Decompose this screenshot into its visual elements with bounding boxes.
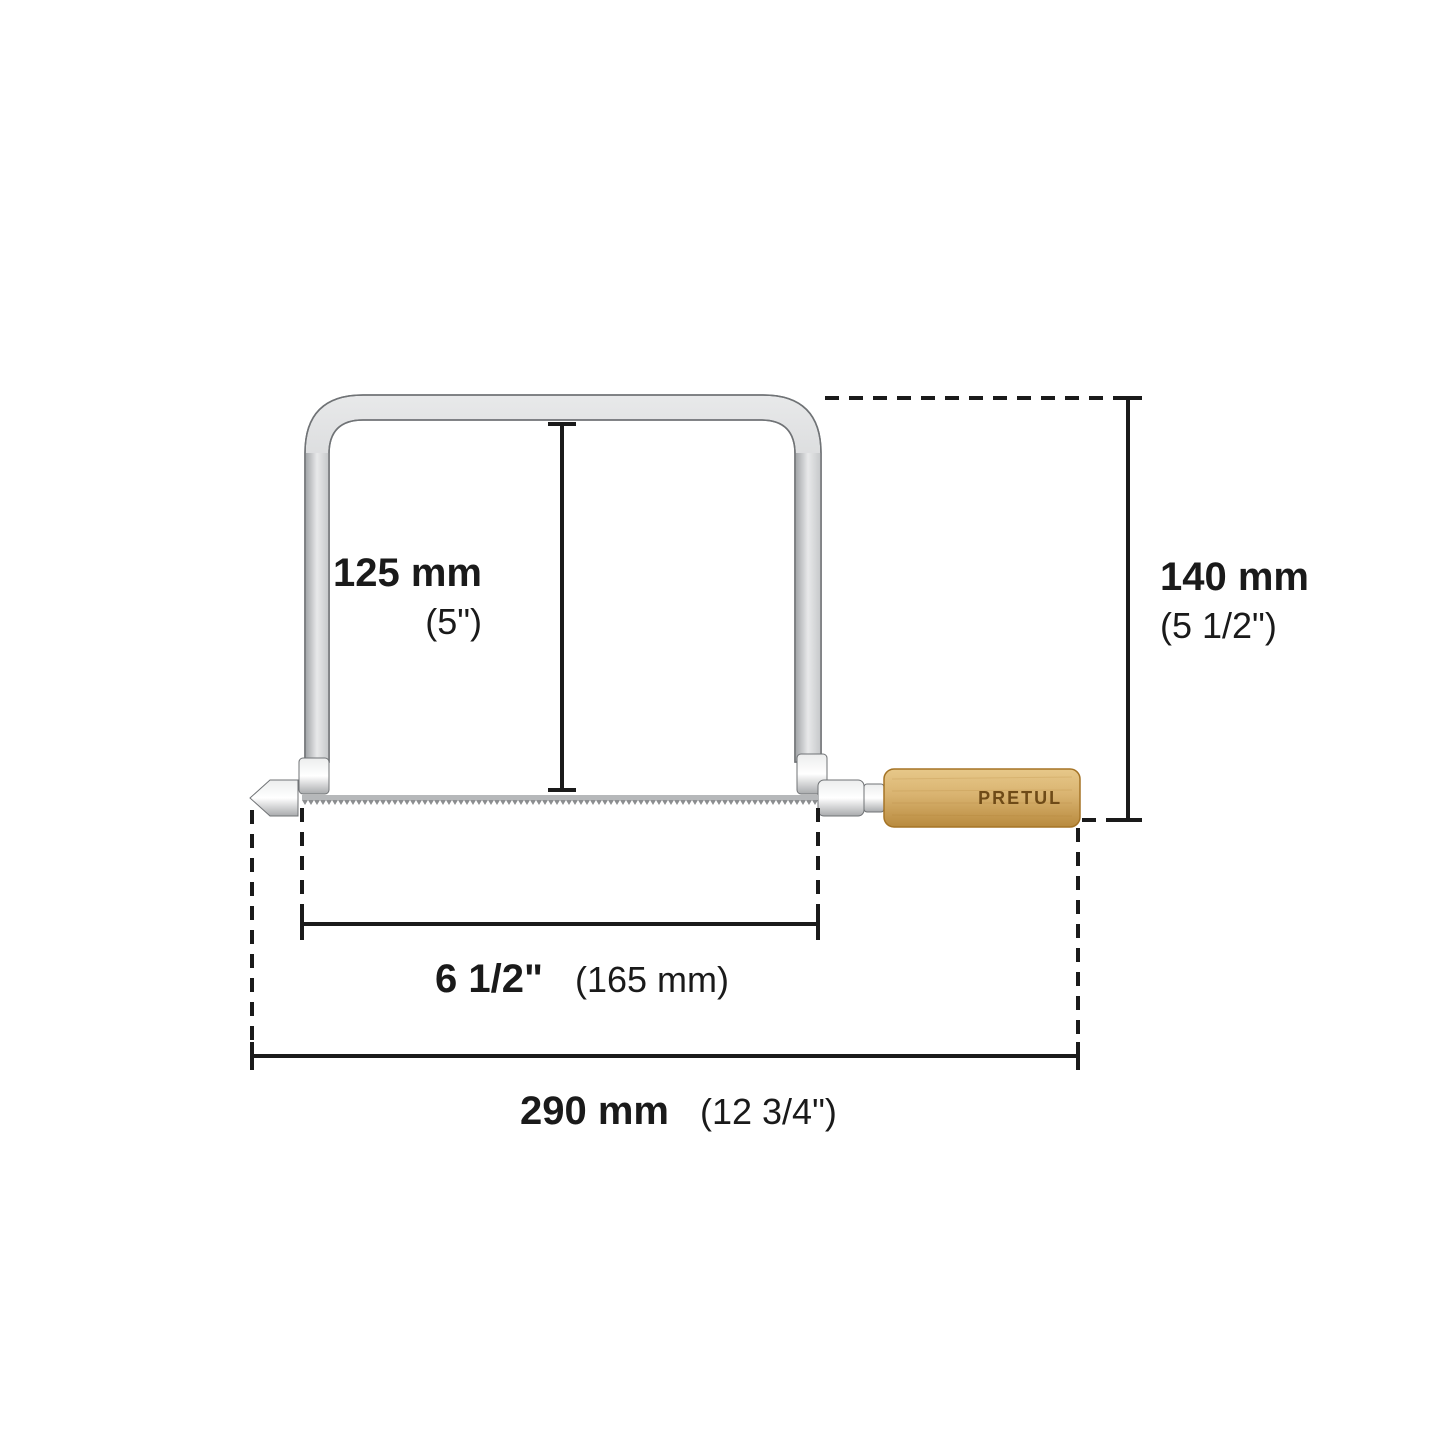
blade-teeth (302, 800, 818, 805)
frame-right (795, 453, 821, 762)
saw-blade (302, 795, 818, 800)
left-tab (299, 758, 329, 794)
blade-primary: 6 1/2" (435, 957, 543, 1001)
height-secondary: (5 1/2") (1160, 605, 1277, 646)
coping-saw (250, 395, 1080, 827)
overall-primary: 290 mm (520, 1089, 669, 1133)
right-chuck (818, 780, 864, 816)
ferrule (864, 784, 884, 812)
throat-primary: 125 mm (333, 551, 482, 595)
height-primary: 140 mm (1160, 555, 1309, 599)
overall-secondary: (12 3/4") (700, 1091, 837, 1132)
frame-left (305, 453, 329, 762)
left-chuck (250, 780, 298, 816)
throat-secondary: (5") (425, 601, 482, 642)
brand-label: PRETUL (978, 788, 1062, 808)
blade-secondary: (165 mm) (575, 959, 729, 1000)
